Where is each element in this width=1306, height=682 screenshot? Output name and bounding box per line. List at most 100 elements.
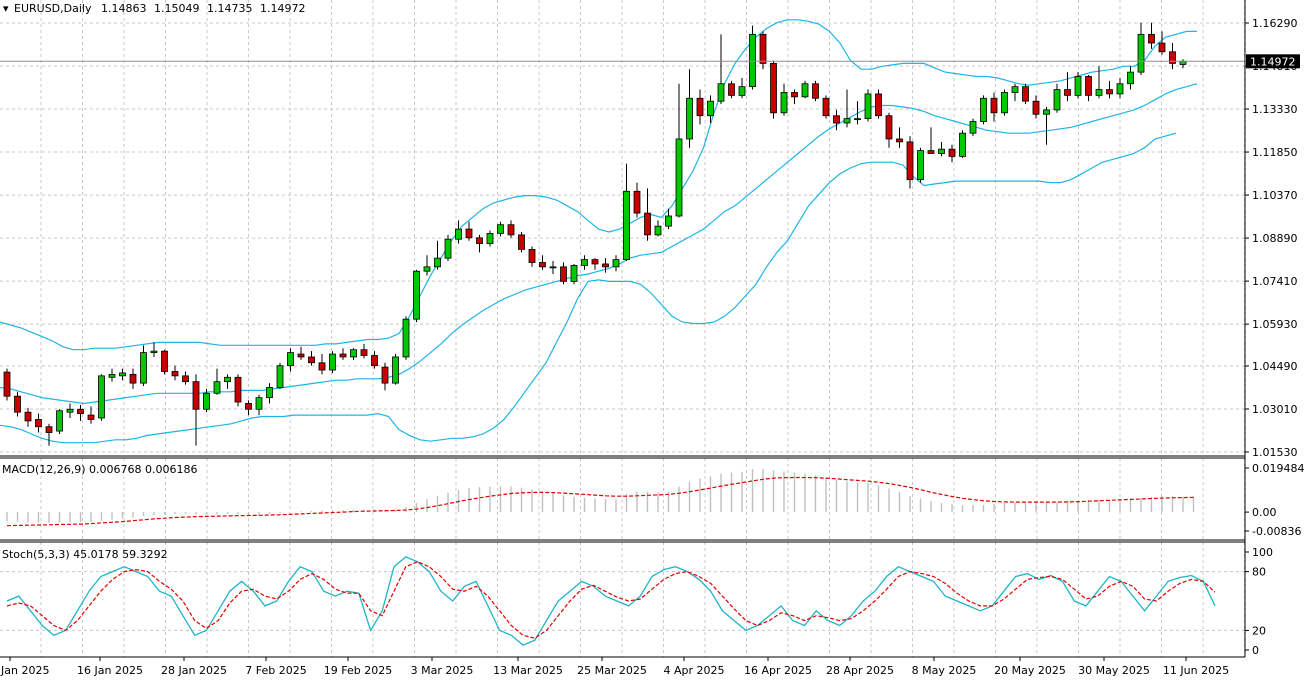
candle-body bbox=[749, 33, 756, 88]
candle bbox=[959, 130, 966, 158]
candle bbox=[518, 231, 525, 253]
candle-body bbox=[213, 381, 221, 394]
candle-body bbox=[98, 375, 105, 419]
candle bbox=[665, 208, 672, 230]
time-scale: 6 Jan 2025 16 Jan 2025 28 Jan 2025 7 Feb 20… bbox=[0, 657, 1229, 677]
candle bbox=[423, 255, 431, 276]
time-tick-label: 4 Apr 2025 bbox=[663, 664, 724, 677]
candle bbox=[644, 188, 651, 241]
candle-body bbox=[1137, 33, 1145, 73]
candle bbox=[1148, 22, 1155, 49]
band-upper bbox=[0, 19, 1197, 351]
candle bbox=[203, 388, 210, 413]
candle bbox=[192, 374, 200, 446]
candle-body bbox=[1032, 100, 1040, 115]
candle-body bbox=[948, 148, 956, 157]
candle bbox=[1106, 80, 1113, 99]
candle-body bbox=[728, 83, 735, 96]
candle-body bbox=[350, 349, 357, 358]
candle-body bbox=[455, 228, 462, 240]
candle bbox=[623, 163, 630, 262]
candle-body bbox=[140, 352, 147, 384]
candle-body bbox=[959, 132, 966, 157]
candle-body bbox=[549, 266, 557, 269]
candle-body bbox=[77, 408, 84, 415]
candle-body bbox=[822, 97, 830, 117]
candle bbox=[77, 404, 84, 421]
candle-body bbox=[633, 190, 641, 214]
price-tick-label: 1.05930 bbox=[1252, 318, 1298, 331]
candle-body bbox=[602, 263, 609, 268]
candle bbox=[728, 80, 735, 99]
time-tick-label: 25 Mar 2025 bbox=[577, 664, 647, 677]
candle-body bbox=[675, 138, 683, 217]
candle bbox=[822, 95, 830, 119]
candle-body bbox=[1169, 51, 1176, 64]
macd-tick-label: 0.019484 bbox=[1252, 462, 1305, 475]
candle-body bbox=[329, 353, 336, 371]
candle bbox=[948, 144, 956, 163]
current-price-tag: 1.14972 bbox=[1246, 54, 1300, 69]
price-tick-label: 1.04490 bbox=[1252, 360, 1298, 373]
price-tick-label: 1.11850 bbox=[1252, 146, 1298, 159]
candle bbox=[980, 95, 987, 125]
candle bbox=[1137, 22, 1145, 76]
candle bbox=[161, 349, 168, 375]
candle bbox=[864, 89, 872, 122]
candle-body bbox=[1064, 89, 1071, 96]
candle bbox=[833, 109, 840, 131]
candle-body bbox=[56, 410, 63, 432]
candle-body bbox=[66, 408, 74, 413]
symbol-info: EURUSD,Daily 1.14863 1.15049 1.14735 1.1… bbox=[14, 2, 305, 15]
candle bbox=[213, 368, 221, 395]
candle-body bbox=[1011, 86, 1019, 93]
candle-body bbox=[3, 371, 11, 397]
time-tick-label: 7 Feb 2025 bbox=[245, 664, 306, 677]
candle bbox=[591, 258, 599, 270]
candle-body bbox=[150, 350, 158, 353]
candle-body bbox=[371, 355, 378, 367]
candle-body bbox=[686, 97, 693, 140]
candle bbox=[224, 374, 231, 389]
candle bbox=[917, 147, 924, 183]
candle bbox=[780, 83, 788, 116]
candle-body bbox=[1116, 83, 1124, 95]
grid bbox=[0, 0, 1245, 657]
candle-body bbox=[738, 86, 746, 96]
candle bbox=[969, 118, 977, 137]
candle-body bbox=[161, 350, 168, 372]
candle-body bbox=[297, 353, 305, 358]
candle bbox=[749, 25, 756, 90]
candle-body bbox=[864, 93, 872, 120]
candle-body bbox=[486, 233, 494, 245]
candle bbox=[371, 351, 378, 369]
candle bbox=[1001, 89, 1008, 116]
candle-body bbox=[255, 397, 263, 410]
candle bbox=[308, 351, 315, 366]
candle bbox=[1074, 72, 1082, 99]
candle bbox=[528, 246, 536, 267]
candle-body bbox=[885, 115, 893, 140]
candle bbox=[539, 255, 546, 270]
time-tick-label: 28 Jan 2025 bbox=[161, 664, 227, 677]
candle bbox=[696, 89, 704, 125]
candle-body bbox=[444, 238, 452, 259]
candle bbox=[885, 112, 893, 148]
candle bbox=[581, 255, 588, 270]
candle-body bbox=[507, 224, 515, 236]
candle bbox=[297, 346, 305, 360]
candle bbox=[3, 368, 11, 401]
candle-body bbox=[812, 83, 819, 99]
candle bbox=[1032, 95, 1040, 119]
candle bbox=[171, 365, 179, 381]
candle bbox=[129, 368, 137, 389]
candle bbox=[927, 127, 935, 154]
candle bbox=[108, 368, 116, 382]
candle-body bbox=[1074, 76, 1082, 96]
macd-tick-label: 0.00 bbox=[1252, 506, 1277, 519]
candle-body bbox=[875, 93, 882, 117]
time-tick-label: 16 Jan 2025 bbox=[77, 664, 143, 677]
candle-body bbox=[276, 365, 284, 388]
candle bbox=[1064, 72, 1071, 102]
